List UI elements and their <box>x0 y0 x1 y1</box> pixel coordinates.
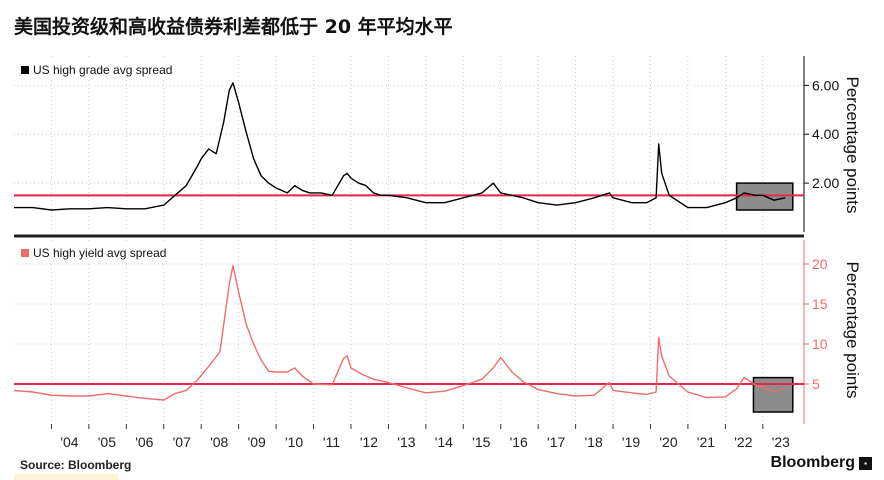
high-yield-legend: US high yield avg spread <box>15 243 193 263</box>
bloomberg-terminal-icon: ▪ <box>859 456 872 470</box>
high-yield-y-label: Percentage points <box>843 261 862 398</box>
x-tick-label: '08 <box>210 434 228 450</box>
x-tick-label: '17 <box>547 434 565 450</box>
x-tick-label: '12 <box>360 434 378 450</box>
x-tick-label: '15 <box>472 434 490 450</box>
bloomberg-wordmark: Bloomberg <box>770 454 855 471</box>
x-tick-label: '18 <box>584 434 602 450</box>
high-grade-series-line <box>14 82 786 211</box>
hy-y-tick-label: 10 <box>812 336 828 352</box>
highlight-mark <box>14 474 118 480</box>
x-tick-label: '22 <box>734 434 752 450</box>
high-yield-grid <box>14 240 804 424</box>
x-tick-label: '11 <box>323 434 340 450</box>
x-tick-label: '05 <box>98 434 116 450</box>
hg-y-tick-label: 4.00 <box>812 126 839 142</box>
x-tick-label: '07 <box>173 434 191 450</box>
bloomberg-logo: Bloomberg ▪ <box>771 454 872 472</box>
hg-y-tick-label: 2.00 <box>812 175 839 191</box>
x-tick-label: '16 <box>510 434 528 450</box>
x-tick-label: '04 <box>60 434 78 450</box>
high-yield-highlight-box <box>752 376 794 413</box>
hy-y-tick-label: 15 <box>812 296 828 312</box>
x-tick-label: '23 <box>772 434 790 450</box>
high-grade-legend-label: US high grade avg spread <box>33 63 172 77</box>
hy-y-tick-label: 5 <box>812 376 820 392</box>
high-yield-series-line <box>13 264 786 401</box>
high-yield-panel: 5 10 15 20 US high yield avg spread Percent… <box>13 240 862 424</box>
x-tick-label: '19 <box>622 434 640 450</box>
high-yield-y-ticks: 5 10 15 20 <box>804 256 828 392</box>
high-grade-panel: 2.00 4.00 6.00 US high grade avg spread Pe… <box>14 56 862 232</box>
x-tick-label: '10 <box>285 434 303 450</box>
chart-title: 美国投资级和高收益债券利差都低于 20 年平均水平 <box>14 16 453 38</box>
x-tick-label: '21 <box>697 434 715 450</box>
x-tick-label: '13 <box>397 434 415 450</box>
high-yield-legend-label: US high yield avg spread <box>33 246 166 260</box>
high-grade-grid <box>14 56 804 232</box>
high-grade-legend: US high grade avg spread <box>15 60 193 80</box>
x-tick-label: '20 <box>659 434 677 450</box>
high-grade-y-label: Percentage points <box>843 76 862 213</box>
high-grade-y-ticks: 2.00 4.00 6.00 <box>804 77 839 191</box>
hy-y-tick-label: 20 <box>812 256 828 272</box>
x-tick-label: '06 <box>135 434 153 450</box>
hg-y-tick-label: 6.00 <box>812 77 839 93</box>
source-note: Source: Bloomberg <box>20 458 132 472</box>
x-axis: '04 '05 '06 '07 '08 '09 '10 '11 '12 '13 '14 '15 '16 '… <box>50 424 790 450</box>
high-grade-legend-swatch <box>21 66 29 74</box>
x-tick-label: '09 <box>248 434 266 450</box>
x-tick-label: '14 <box>435 434 453 450</box>
high-yield-legend-swatch <box>21 249 29 257</box>
